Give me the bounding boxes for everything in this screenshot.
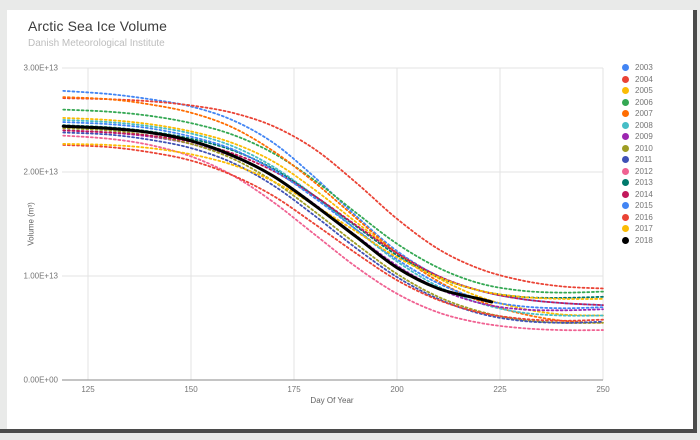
- legend-label: 2010: [635, 143, 653, 153]
- legend-swatch-icon: [622, 144, 629, 152]
- y-tick-label: 3.00E+13: [23, 63, 58, 73]
- legend-label: 2018: [635, 235, 653, 245]
- series-line-2017: [62, 143, 604, 300]
- legend-swatch-icon: [622, 87, 629, 95]
- series-line-2010: [62, 127, 604, 324]
- legend-label: 2015: [635, 201, 653, 211]
- legend-label: 2004: [635, 74, 653, 84]
- series-line-2015: [62, 121, 604, 310]
- series-line-2004: [62, 97, 604, 290]
- x-axis-title: Day Of Year: [310, 396, 354, 405]
- legend-item-2004: 2004: [622, 74, 653, 86]
- legend-label: 2012: [635, 166, 653, 176]
- legend-swatch-icon: [622, 121, 629, 129]
- legend-label: 2006: [635, 97, 653, 107]
- legend-swatch-icon: [622, 190, 629, 198]
- legend-label: 2013: [635, 178, 653, 188]
- frame-shadow-bottom: [0, 429, 697, 433]
- legend-item-2006: 2006: [622, 97, 653, 109]
- legend-swatch-icon: [622, 133, 629, 141]
- legend-swatch-icon: [622, 167, 629, 175]
- series-line-2005: [62, 117, 604, 317]
- legend-label: 2016: [635, 212, 653, 222]
- legend-item-2016: 2016: [622, 212, 653, 224]
- x-tick-label: 125: [81, 385, 95, 394]
- legend-item-2003: 2003: [622, 62, 653, 74]
- legend-swatch-icon: [622, 156, 629, 164]
- series-line-2018: [61, 124, 494, 304]
- legend-item-2012: 2012: [622, 166, 653, 178]
- frame-shadow-right: [693, 10, 697, 432]
- legend-item-2015: 2015: [622, 200, 653, 212]
- legend-swatch-icon: [622, 75, 629, 83]
- legend-item-2007: 2007: [622, 108, 653, 120]
- legend-item-2010: 2010: [622, 143, 653, 155]
- legend-label: 2009: [635, 132, 653, 142]
- legend-swatch-icon: [622, 110, 629, 118]
- series-line-2008: [62, 119, 604, 317]
- legend-item-2013: 2013: [622, 177, 653, 189]
- legend-swatch-icon: [622, 225, 629, 233]
- series-line-2009: [62, 129, 604, 312]
- series-line-2014: [62, 129, 604, 307]
- legend-item-2008: 2008: [622, 120, 653, 132]
- legend-item-2005: 2005: [622, 85, 653, 97]
- series-line-2012: [62, 134, 604, 332]
- y-tick-label: 1.00E+13: [23, 271, 58, 281]
- legend-item-2011: 2011: [622, 154, 653, 166]
- x-tick-label: 150: [184, 385, 198, 394]
- legend-item-2009: 2009: [622, 131, 653, 143]
- legend-label: 2003: [635, 63, 653, 73]
- legend-label: 2008: [635, 120, 653, 130]
- chart-card: [7, 10, 693, 429]
- series-line-2007: [62, 96, 604, 324]
- chart-title: Arctic Sea Ice Volume: [28, 18, 168, 34]
- legend-label: 2014: [635, 189, 653, 199]
- series-line-2011: [62, 131, 604, 324]
- y-tick-label: 0.00E+00: [23, 375, 58, 385]
- legend-label: 2017: [635, 224, 653, 234]
- chart-legend: 2003 2004 2005 2006 2007 2008 2009 2010 2011 2012…: [622, 62, 653, 246]
- series-line-2006: [62, 108, 604, 294]
- legend-swatch-icon: [622, 64, 629, 72]
- x-tick-label: 225: [493, 385, 507, 394]
- legend-label: 2007: [635, 109, 653, 119]
- x-tick-label: 250: [596, 385, 610, 394]
- legend-swatch-icon: [622, 236, 629, 244]
- legend-swatch-icon: [622, 98, 629, 106]
- series-line-2016: [62, 144, 604, 322]
- legend-label: 2005: [635, 86, 653, 96]
- y-axis-title: Volume (m³): [26, 202, 36, 246]
- chart-subtitle: Danish Meteorological Institute: [28, 38, 165, 49]
- legend-swatch-icon: [622, 202, 629, 210]
- x-tick-label: 175: [287, 385, 301, 394]
- y-tick-label: 2.00E+13: [23, 167, 58, 177]
- legend-swatch-icon: [622, 213, 629, 221]
- legend-item-2017: 2017: [622, 223, 653, 235]
- legend-label: 2011: [635, 155, 653, 165]
- legend-swatch-icon: [622, 179, 629, 187]
- legend-item-2014: 2014: [622, 189, 653, 201]
- legend-item-2018: 2018: [622, 235, 653, 247]
- x-tick-label: 200: [390, 385, 404, 394]
